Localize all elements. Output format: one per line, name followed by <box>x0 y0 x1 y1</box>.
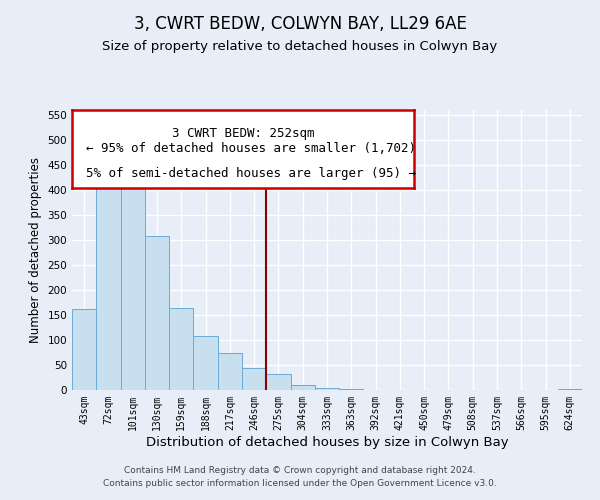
Bar <box>558 389 582 390</box>
Y-axis label: Number of detached properties: Number of detached properties <box>29 157 42 343</box>
Bar <box>315 388 339 390</box>
Text: 3 CWRT BEDW: 252sqm: 3 CWRT BEDW: 252sqm <box>172 127 314 140</box>
Text: Size of property relative to detached houses in Colwyn Bay: Size of property relative to detached ho… <box>103 40 497 53</box>
Bar <box>193 336 218 390</box>
Text: Contains HM Land Registry data © Crown copyright and database right 2024.
Contai: Contains HM Land Registry data © Crown c… <box>103 466 497 487</box>
Text: 5% of semi-detached houses are larger (95) →: 5% of semi-detached houses are larger (9… <box>86 167 416 180</box>
Text: ← 95% of detached houses are smaller (1,702): ← 95% of detached houses are smaller (1,… <box>86 142 416 155</box>
Text: 3, CWRT BEDW, COLWYN BAY, LL29 6AE: 3, CWRT BEDW, COLWYN BAY, LL29 6AE <box>134 15 466 33</box>
Bar <box>242 368 266 390</box>
Bar <box>72 309 96 390</box>
Bar <box>145 236 169 390</box>
Bar <box>290 385 315 390</box>
Bar <box>169 308 193 390</box>
Bar <box>266 374 290 390</box>
X-axis label: Distribution of detached houses by size in Colwyn Bay: Distribution of detached houses by size … <box>146 436 508 448</box>
Bar <box>121 172 145 390</box>
Bar <box>96 165 121 390</box>
Bar <box>339 389 364 390</box>
Bar <box>218 353 242 390</box>
